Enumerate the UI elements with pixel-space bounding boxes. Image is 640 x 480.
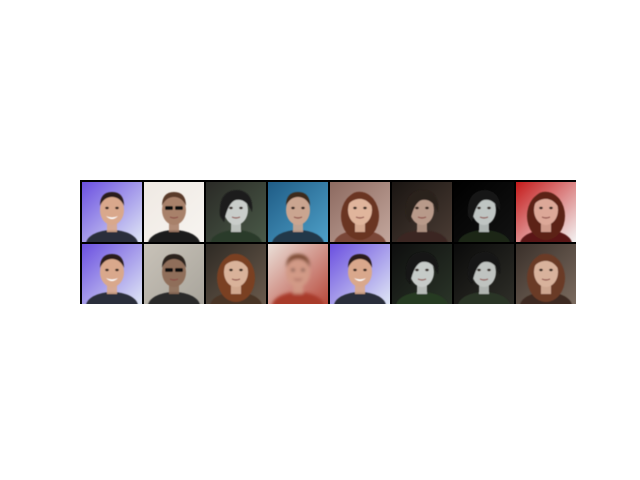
face-thumbnail-r1-c6 bbox=[392, 182, 452, 242]
face-thumbnail-r2-c6 bbox=[392, 244, 452, 304]
face-thumbnail-r2-c3 bbox=[206, 244, 266, 304]
face-thumbnail-r2-c2 bbox=[144, 244, 204, 304]
face-thumbnail-r2-c7 bbox=[454, 244, 514, 304]
face-thumbnail-r2-c1 bbox=[82, 244, 142, 304]
face-thumbnail-r2-c8 bbox=[516, 244, 576, 304]
face-thumbnail-r2-c4 bbox=[268, 244, 328, 304]
face-thumbnail-r1-c1 bbox=[82, 182, 142, 242]
face-thumbnail-r2-c5 bbox=[330, 244, 390, 304]
face-thumbnail-r1-c8 bbox=[516, 182, 576, 242]
face-thumbnail-r1-c2 bbox=[144, 182, 204, 242]
face-thumbnail-r1-c4 bbox=[268, 182, 328, 242]
face-thumbnail-r1-c3 bbox=[206, 182, 266, 242]
image-grid bbox=[80, 180, 576, 304]
face-thumbnail-r1-c5 bbox=[330, 182, 390, 242]
face-thumbnail-r1-c7 bbox=[454, 182, 514, 242]
